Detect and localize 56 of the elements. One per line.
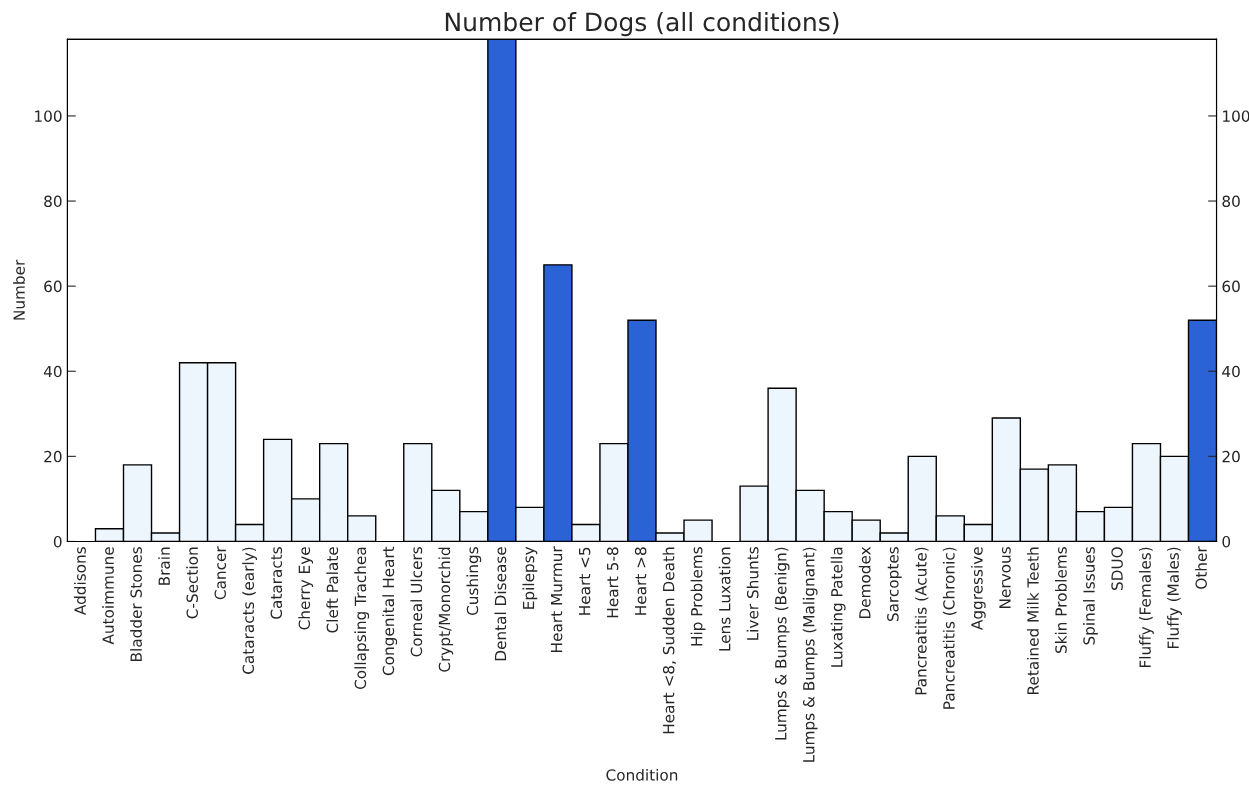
x-tick-label: Other [1195, 546, 1207, 589]
x-tick-label: Congenital Heart [382, 546, 398, 676]
x-tick-label: Lumps & Bumps (Malignant) [802, 547, 818, 762]
x-tick-label: Heart >8 [634, 547, 647, 615]
x-tick-label: Lumps & Bumps (Benign) [774, 547, 790, 740]
x-tick-label: Aggressive [970, 547, 986, 630]
x-axis-title: Condition [606, 768, 678, 781]
x-tick-label: Skin Problems [1054, 547, 1067, 654]
x-tick-label: SDUO [1111, 547, 1123, 590]
chart-title: Number of Dogs (all conditions) [445, 12, 839, 37]
x-tick-label: Fluffy (Males) [1167, 547, 1182, 648]
x-tick-label: Retained Milk Teeth [1026, 547, 1039, 694]
x-tick-label: Heart Murmur [550, 546, 563, 652]
x-tick-label: Collapsing Trachea [354, 547, 370, 690]
x-tick-label: Spinal Issues [1083, 547, 1098, 645]
x-tick-label: Cherry Eye [298, 547, 314, 630]
x-tick-label: Bladder Stones [130, 547, 142, 661]
x-tick-label: Heart <8, Sudden Death [662, 547, 676, 734]
x-tick-label: Cleft Palate [326, 547, 339, 633]
x-tick-label: Brain [158, 547, 170, 585]
x-tick-label: Sarcoptes [887, 547, 902, 622]
y2-tick-label: 100 [1223, 110, 1249, 122]
x-tick-label: Cushings [466, 547, 482, 616]
x-tick-label: Liver Shunts [746, 547, 759, 640]
x-tick-label: Cataracts (early) [242, 547, 258, 674]
y2-tick-label: 80 [1222, 195, 1240, 208]
x-tick-label: Nervous [999, 547, 1011, 608]
x-tick-label: Demodex [858, 546, 871, 619]
y2-tick-label: 60 [1222, 280, 1240, 293]
x-tick-label: Pancreatitis (Chronic) [942, 547, 957, 709]
x-tick-label: Lens Luxation [718, 547, 731, 651]
y-tick-label: 0 [53, 535, 62, 548]
x-tick-label: Pancreatitis (Acute) [914, 547, 929, 695]
y-tick-label: 80 [44, 195, 62, 208]
x-tick-label: Crypt/Monorchid [438, 547, 454, 672]
y2-tick-label: 40 [1222, 365, 1240, 378]
x-tick-label: Fluffy (Females) [1139, 547, 1154, 668]
x-tick-label: Corneal Ulcers [410, 547, 423, 657]
x-tick-label: Autoimmune [102, 547, 114, 645]
x-tick-label: Heart 5-8 [606, 547, 619, 618]
y-tick-label: 60 [44, 280, 62, 293]
y-axis-title: Number [13, 259, 25, 320]
x-tick-label: Cancer [214, 546, 227, 600]
x-tick-label: Addisons [74, 547, 86, 615]
x-tick-label: Heart <5 [579, 547, 591, 615]
y-tick-label: 100 [35, 110, 62, 122]
x-tick-label: Epilepsy [522, 546, 538, 609]
x-tick-label: Luxating Patella [830, 547, 846, 667]
y-tick-label: 20 [44, 450, 62, 463]
x-tick-label: Hip Problems [690, 547, 706, 646]
y2-tick-label: 0 [1222, 535, 1231, 548]
y-tick-label: 40 [43, 365, 62, 378]
x-tick-label: C-Section [186, 547, 198, 619]
x-tick-label: Dental Disease [494, 547, 507, 661]
x-tick-label: Cataracts [270, 547, 283, 619]
y2-tick-label: 20 [1222, 450, 1240, 463]
